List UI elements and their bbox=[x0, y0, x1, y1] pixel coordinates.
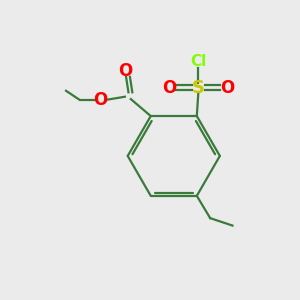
Text: O: O bbox=[220, 79, 234, 97]
Text: O: O bbox=[93, 91, 107, 109]
Text: Cl: Cl bbox=[190, 54, 206, 69]
Text: S: S bbox=[192, 79, 205, 97]
Text: O: O bbox=[118, 62, 132, 80]
Text: O: O bbox=[162, 79, 177, 97]
